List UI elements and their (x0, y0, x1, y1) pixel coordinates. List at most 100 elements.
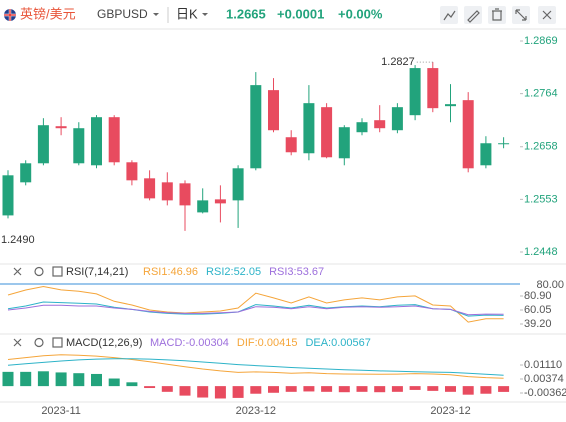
macd-bar (427, 386, 439, 391)
edit-icon[interactable] (52, 337, 63, 348)
line-series (7, 358, 504, 376)
settings-icon[interactable] (34, 266, 44, 277)
candle-body (391, 107, 403, 131)
rsi-title: RSI(7,14,21) (66, 266, 128, 278)
legend-name: DIF: (237, 337, 258, 349)
close-icon[interactable] (13, 267, 22, 276)
candle-body (232, 168, 244, 201)
line-series (7, 285, 504, 323)
candle-body (179, 183, 191, 206)
candle-body (197, 200, 209, 213)
y-tick-label: 1.2553 (524, 193, 558, 205)
macd-bar (338, 386, 350, 393)
candle-body (144, 178, 156, 199)
legend-value: -0.00304 (185, 337, 228, 349)
candle-body (498, 143, 510, 145)
candle-body (480, 143, 492, 166)
tool-icon (515, 9, 527, 21)
x-tick-label: 2023-11 (41, 405, 81, 417)
price: 1.2665 (226, 6, 266, 21)
macd-bar (232, 386, 244, 398)
macd-title: MACD(12,26,9) (66, 337, 142, 349)
legend-name: MACD: (150, 337, 185, 349)
legend-value: 0.00567 (331, 337, 371, 349)
dropdown-arrow[interactable] (202, 13, 208, 16)
candle-body (55, 126, 67, 129)
macd-bar (356, 386, 368, 392)
x-tick-label: 2023-12 (430, 405, 470, 417)
annotation: 1.2827 (381, 56, 415, 68)
legend-name: RSI3: (269, 266, 297, 278)
line-series (7, 354, 504, 379)
legend-value: 53.67 (297, 266, 325, 278)
macd-bar (20, 371, 32, 387)
macd-bar (268, 386, 279, 393)
dropdown-arrow[interactable] (153, 13, 159, 16)
candle-body (108, 117, 120, 163)
macd-bar (391, 386, 403, 392)
macd-bar (197, 386, 209, 398)
macd-bar (37, 371, 49, 387)
macd-bar (285, 386, 297, 392)
settings-icon[interactable] (34, 337, 44, 348)
macd-bar (214, 386, 226, 399)
rsi-controls (13, 266, 63, 277)
y-tick-label: 1.2869 (524, 35, 558, 47)
y-tick-label: 80.90 (524, 290, 552, 302)
candle-body (126, 162, 138, 181)
change-percent: +0.00% (338, 6, 383, 21)
candle-body (303, 103, 315, 154)
close-icon[interactable] (13, 338, 22, 347)
macd-bar (179, 386, 191, 396)
candle-body (161, 182, 173, 201)
candle-body (37, 125, 49, 164)
candle-body (427, 68, 439, 109)
legend-entry: DEA:0.00567 (305, 337, 370, 349)
candle-body (73, 128, 85, 164)
tool-icon (467, 10, 480, 23)
candle-body (268, 90, 279, 131)
macd-bar (91, 373, 102, 387)
y-tick-label: 0.00374 (524, 373, 564, 385)
period[interactable]: 日K (176, 6, 198, 21)
legend-value: 52.05 (234, 266, 262, 278)
macd-bar (161, 386, 173, 392)
macd-bar (409, 386, 421, 390)
x-tick-label: 2023-12 (236, 405, 276, 417)
legend-name: RSI1: (143, 266, 171, 278)
annotation: 1.2490 (1, 234, 35, 246)
symbol-code[interactable]: GBPUSD (97, 7, 148, 21)
y-tick-label: -0.00362 (524, 387, 566, 399)
y-tick-label: 1.2448 (524, 246, 558, 258)
y-tick-label: 60.05 (524, 304, 552, 316)
tool-icon (492, 8, 502, 21)
macd-bar (445, 386, 456, 392)
legend-entry: MACD:-0.00304 (150, 337, 229, 349)
macd-bar (303, 386, 315, 392)
legend-entry: RSI2:52.05 (206, 266, 261, 278)
line-series (7, 301, 504, 317)
candle-body (250, 85, 262, 169)
candle-body (338, 127, 350, 159)
legend-entry: DIF:0.00415 (237, 337, 298, 349)
candle-body (2, 175, 14, 216)
y-tick-label: 39.20 (524, 318, 552, 330)
edit-icon[interactable] (52, 266, 63, 277)
candle-body (321, 107, 333, 158)
symbol[interactable]: 英镑/美元 (20, 6, 76, 21)
y-tick-label: 0.01110 (524, 359, 562, 371)
candle-body (445, 104, 456, 107)
macd-bar (55, 372, 67, 387)
candle-body (91, 117, 102, 166)
macd-bar (498, 386, 510, 392)
legend-value: 46.96 (171, 266, 199, 278)
change: +0.0001 (277, 6, 324, 21)
macd-bar (374, 386, 386, 393)
legend-value: 0.00415 (258, 337, 298, 349)
macd-bar (250, 386, 262, 394)
candle-body (214, 199, 226, 204)
candle-body (285, 137, 297, 153)
legend-entry: RSI3:53.67 (269, 266, 324, 278)
macd-bar (462, 386, 474, 395)
